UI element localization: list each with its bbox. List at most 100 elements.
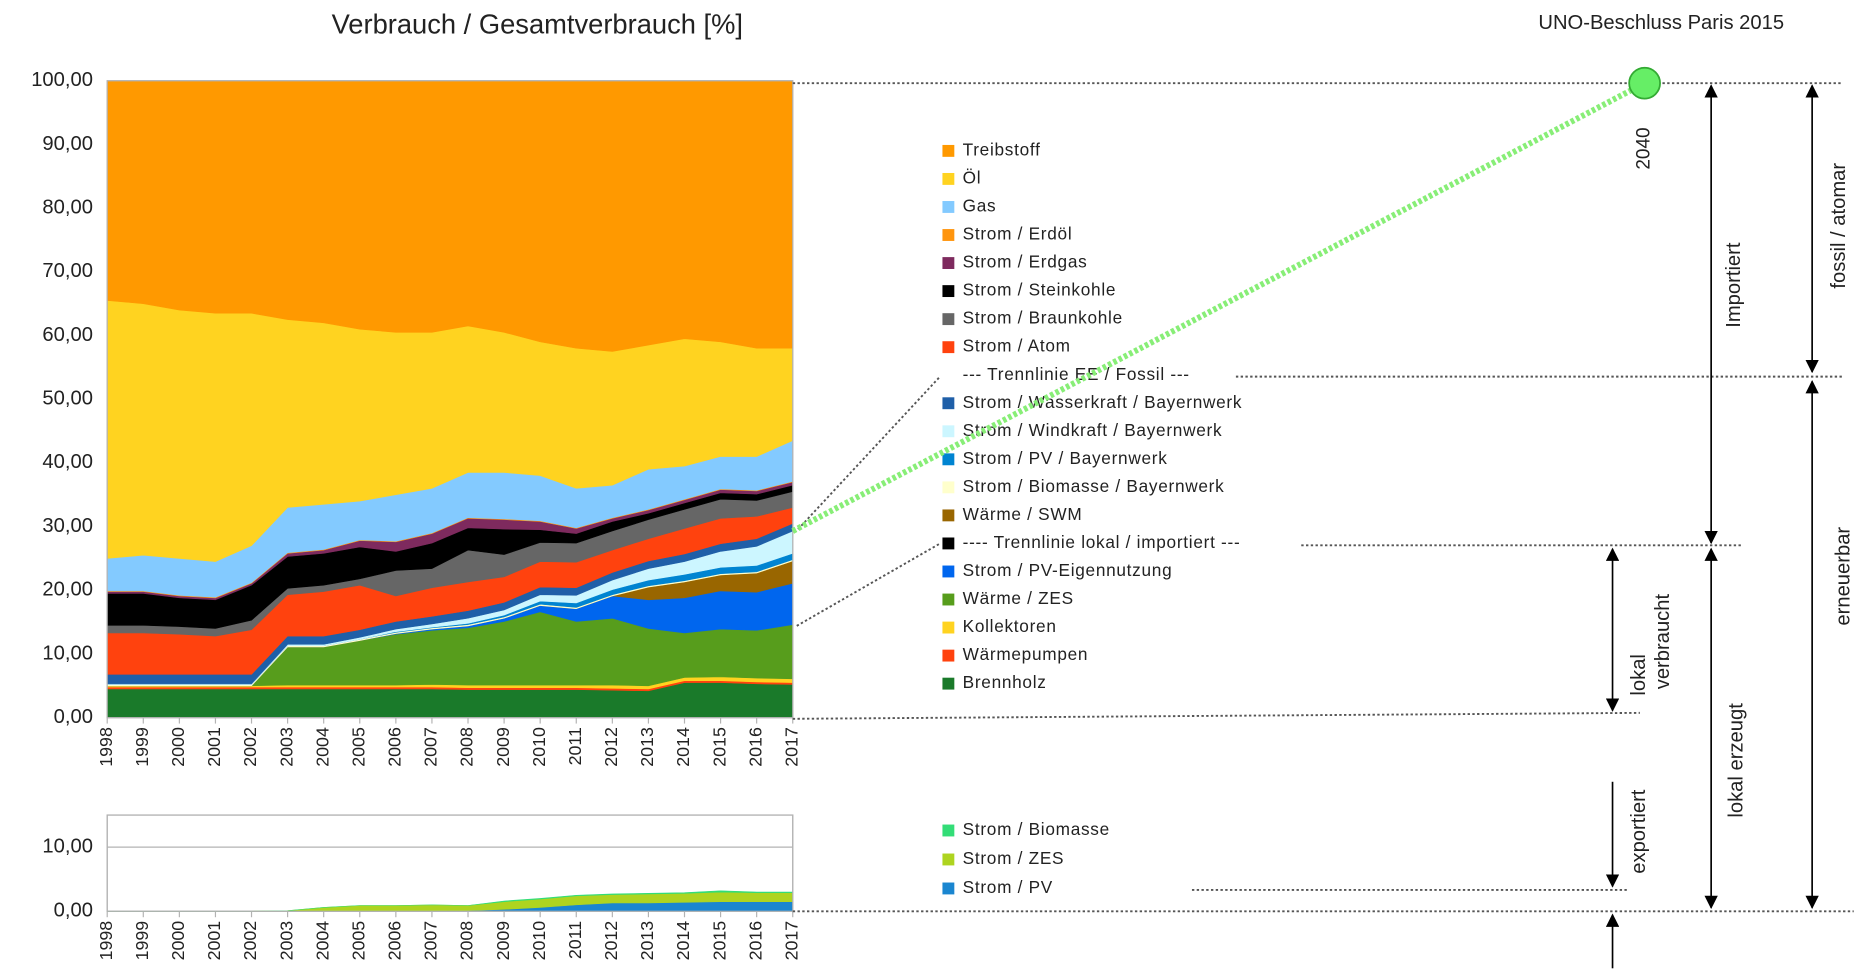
- x-tick-label: 2013: [637, 727, 657, 767]
- legend-label: Strom / Braunkohle: [963, 308, 1123, 328]
- legend-label: Strom / Erdöl: [963, 224, 1073, 244]
- annotation: exportiert: [1628, 789, 1650, 874]
- legend-swatch: [942, 341, 955, 354]
- guide-line: [792, 711, 1640, 720]
- legend-label: ---- Trennlinie lokal / importiert ---: [963, 532, 1241, 552]
- y-tick-label: 40,00: [42, 451, 93, 473]
- x-tick-label: 2009: [493, 727, 513, 767]
- legend-swatch: [942, 882, 955, 895]
- legend-swatch: [942, 397, 955, 410]
- x-tick-label: 2015: [709, 727, 729, 767]
- annotation: lokal: [1628, 654, 1650, 696]
- x-tick-label: 2010: [529, 921, 549, 961]
- legend-label: Strom / Windkraft / Bayernwerk: [963, 420, 1223, 440]
- legend-label: Strom / Wasserkraft / Bayernwerk: [963, 392, 1243, 412]
- legend-swatch: [942, 285, 955, 298]
- annotation: 2040: [1634, 127, 1655, 169]
- x-tick-label: 2000: [168, 727, 188, 767]
- y-tick-label: 100,00: [31, 69, 93, 91]
- legend-label: Strom / PV-Eigennutzung: [963, 560, 1173, 580]
- legend-swatch: [942, 509, 955, 522]
- target-point: [1628, 66, 1661, 100]
- x-tick-label: 2006: [385, 727, 405, 767]
- leader-line: [795, 543, 940, 627]
- x-tick-label: 2006: [385, 921, 405, 961]
- x-tick-label: 2013: [637, 921, 657, 961]
- legend-label: Strom / Biomasse / Bayernwerk: [963, 476, 1225, 496]
- plot: 0,00 10,00 1998 1999 2000 2001 2002 2003 2004 200…: [42, 814, 1110, 961]
- x-tick-label: 1999: [132, 727, 152, 767]
- x-tick-label: 2014: [673, 921, 693, 961]
- y-tick-label: 30,00: [42, 515, 93, 537]
- legend-label: --- Trennlinie EE / Fossil ---: [963, 364, 1190, 384]
- legend-label: Strom / Atom: [963, 336, 1071, 356]
- x-tick-label: 2011: [565, 921, 585, 959]
- legend-label: Strom / ZES: [963, 848, 1065, 868]
- chart-title: Verbrauch / Gesamtverbrauch [%]: [332, 8, 743, 39]
- y-tick-label: 80,00: [42, 196, 93, 218]
- legend-label: Gas: [963, 196, 997, 216]
- legend-swatch: [942, 677, 955, 690]
- x-tick-label: 2017: [781, 921, 801, 961]
- annotation: fossil / atomar: [1828, 163, 1850, 289]
- plot-border: [106, 814, 794, 912]
- x-tick-label: 2008: [457, 727, 477, 767]
- y-tick-label: 50,00: [42, 388, 93, 410]
- x-tick-label: 2003: [276, 727, 296, 767]
- x-tick-label: 2003: [276, 921, 296, 961]
- x-tick-label: 2005: [348, 727, 368, 767]
- y-tick-label: 60,00: [42, 324, 93, 346]
- x-tick-label: 2010: [529, 727, 549, 767]
- y-tick-label: 70,00: [42, 260, 93, 282]
- y-tick-label: 0,00: [54, 900, 93, 922]
- x-tick-label: 2011: [565, 727, 585, 765]
- legend-label: Strom / Biomasse: [963, 819, 1110, 839]
- target-line: [791, 80, 1646, 534]
- legend-swatch: [942, 853, 955, 866]
- x-tick-label: 1998: [96, 727, 116, 767]
- x-tick-label: 2016: [745, 727, 765, 767]
- legend-swatch: [942, 649, 955, 662]
- legend-swatch: [942, 144, 955, 157]
- annotation-lines: [791, 66, 1854, 969]
- legend-swatch: [942, 257, 955, 269]
- annotation: lokal erzeugt: [1726, 703, 1748, 818]
- x-tick-label: 2017: [781, 727, 801, 767]
- annotation: erneuerbar: [1833, 527, 1854, 626]
- legend-swatch: [942, 537, 955, 550]
- legend-label: Strom / PV / Bayernwerk: [963, 448, 1168, 468]
- x-tick-label: 2012: [601, 921, 621, 961]
- x-tick-label: 1998: [96, 921, 116, 961]
- plot-border: [106, 80, 794, 719]
- y-tick-label: 10,00: [42, 642, 93, 664]
- x-tick-label: 2005: [348, 921, 368, 961]
- annotation: Importiert: [1723, 242, 1745, 328]
- y-tick-label: 0,00: [54, 706, 93, 728]
- legend-swatch: [942, 229, 955, 241]
- legend-swatch: [942, 201, 955, 213]
- legend-label: Wärmepumpen: [963, 644, 1089, 664]
- x-tick-label: 2012: [601, 727, 621, 767]
- legend-label: Kollektoren: [963, 616, 1057, 636]
- x-tick-label: 1999: [132, 921, 152, 961]
- x-tick-label: 2004: [312, 921, 332, 961]
- legend-label: Wärme / SWM: [963, 504, 1083, 524]
- area: [106, 80, 794, 352]
- legend-swatch: [942, 824, 955, 837]
- legend-swatch: [942, 425, 955, 438]
- legend-swatch: [942, 621, 955, 634]
- x-tick-label: 2001: [204, 727, 224, 767]
- legend-swatch: [942, 565, 955, 578]
- legend-label: Strom / PV: [963, 877, 1053, 897]
- y-tick-label: 10,00: [42, 835, 93, 857]
- legend-label: Strom / Steinkohle: [963, 280, 1117, 300]
- x-tick-label: 2002: [240, 727, 260, 767]
- legend-swatch: [942, 313, 955, 326]
- x-tick-label: 2000: [168, 921, 188, 961]
- legend-label: Brennholz: [963, 672, 1047, 692]
- legend-swatch: [942, 593, 955, 606]
- x-tick-label: 2004: [312, 727, 332, 767]
- annotation: verbraucht: [1652, 594, 1674, 690]
- x-tick-label: 2016: [745, 921, 765, 961]
